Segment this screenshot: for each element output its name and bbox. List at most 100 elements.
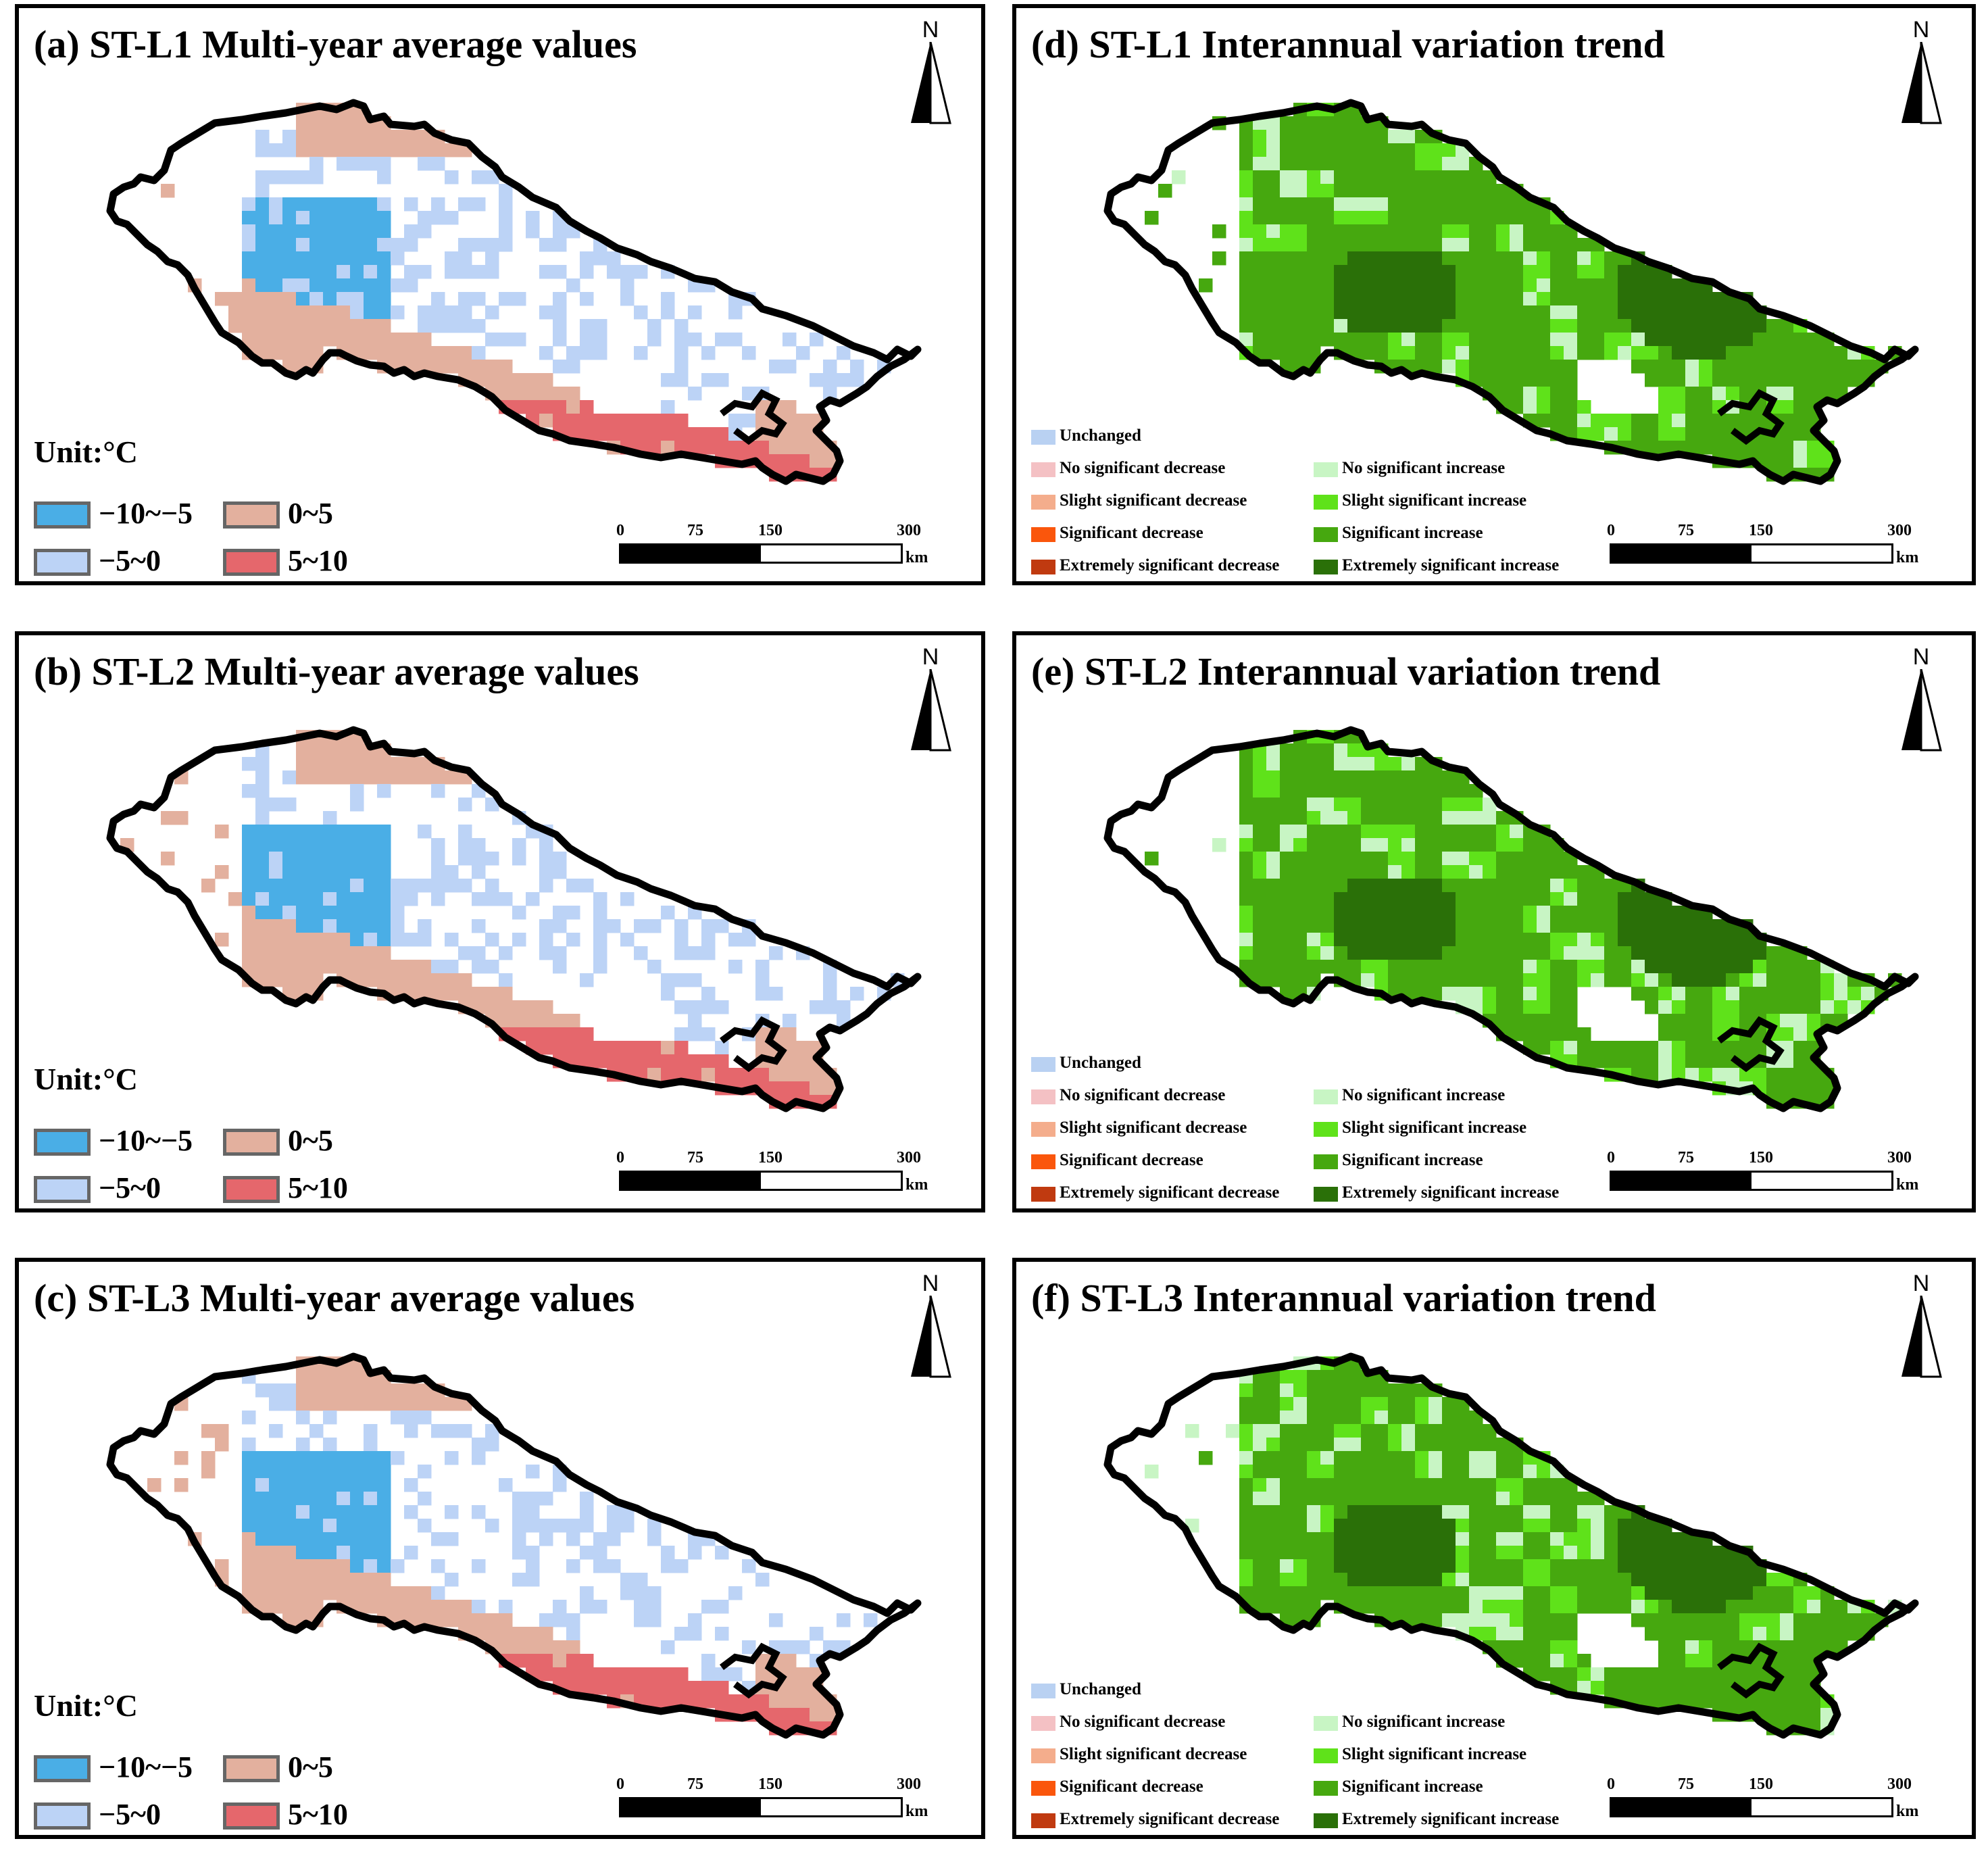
legend-swatch (1031, 1781, 1055, 1796)
map-panel-e: (e) ST-L2 Interannual variation trend N Un… (1012, 631, 1976, 1212)
legend-label: No significant increase (1342, 1713, 1506, 1731)
scale-tick-label: 75 (1678, 1775, 1694, 1793)
legend-swatch (1314, 495, 1338, 510)
legend-unit: Unit:°C (34, 435, 138, 469)
legend-label: 0~5 (288, 1750, 333, 1784)
legend-swatch (1031, 1057, 1055, 1072)
legend-swatch (34, 501, 91, 529)
legend-swatch (1314, 462, 1338, 477)
scale-tick-label: 75 (1678, 522, 1694, 539)
trend-raster-map (1103, 726, 1919, 1112)
scale-unit: km (1896, 1802, 1919, 1820)
north-label: N (922, 644, 939, 670)
scale-tick-label: 300 (1887, 1149, 1912, 1167)
panel-title: (e) ST-L2 Interannual variation trend (1031, 649, 1661, 693)
scale-tick-label: 75 (687, 522, 703, 539)
legend-label: Slight significant increase (1342, 1119, 1527, 1137)
panel-title: (d) ST-L1 Interannual variation trend (1031, 22, 1665, 66)
legend-label: 5~10 (288, 544, 348, 577)
legend-label: Significant increase (1342, 1151, 1483, 1169)
legend-label: Significant decrease (1060, 524, 1203, 542)
scale-tick-label: 300 (897, 522, 921, 539)
legend-label: 5~10 (288, 1798, 348, 1831)
legend-label: −5~0 (99, 1171, 161, 1204)
scale-tick-label: 150 (758, 1149, 782, 1167)
legend-label: Unchanged (1060, 426, 1141, 445)
scale-tick-label: 300 (897, 1775, 921, 1793)
scale-tick-label: 300 (1887, 522, 1912, 539)
legend-label: Extremely significant decrease (1060, 556, 1280, 574)
legend-swatch (1031, 1684, 1055, 1698)
scale-tick-label: 150 (758, 522, 782, 539)
legend-swatch (223, 501, 280, 529)
region-boundary (106, 726, 922, 1112)
scale-bar: 0 75 150 300 km (616, 1775, 930, 1830)
scale-tick-label: 300 (1887, 1775, 1912, 1793)
map-panel-c: (c) ST-L3 Multi-year average values N Unit… (15, 1258, 985, 1839)
legend-swatch (34, 1755, 91, 1782)
scale-unit: km (1896, 1176, 1919, 1194)
legend-swatch (1314, 1813, 1338, 1828)
legend-label: Significant increase (1342, 1777, 1483, 1796)
legend-label: −10~−5 (99, 1750, 193, 1784)
scale-tick-label: 0 (616, 1775, 624, 1793)
legend-swatch (1314, 560, 1338, 574)
north-arrow-icon: N (1897, 1271, 1945, 1386)
north-arrow-icon: N (907, 1271, 954, 1386)
north-arrow-icon: N (1897, 645, 1945, 760)
north-label: N (922, 1271, 939, 1296)
legend-swatch (1314, 1748, 1338, 1763)
scale-unit: km (1896, 549, 1919, 566)
region-boundary (106, 99, 922, 485)
legend-swatch (1031, 1089, 1055, 1104)
panel-title: (a) ST-L1 Multi-year average values (34, 22, 637, 66)
scale-tick-label: 0 (616, 522, 624, 539)
north-label: N (922, 17, 939, 43)
scale-tick-label: 75 (687, 1775, 703, 1793)
map-panel-a: (a) ST-L1 Multi-year average values N Unit… (15, 4, 985, 585)
region-boundary (1103, 1352, 1919, 1739)
legend-swatch (1031, 462, 1055, 477)
scale-bar: 0 75 150 300 km (616, 1149, 930, 1203)
scale-bar: 0 75 150 300 km (1607, 1775, 1920, 1830)
map-panel-b: (b) ST-L2 Multi-year average values N Unit… (15, 631, 985, 1212)
region-boundary (1103, 726, 1919, 1112)
panel-title: (b) ST-L2 Multi-year average values (34, 649, 639, 693)
legend-swatch (34, 549, 91, 576)
legend-swatch (223, 1755, 280, 1782)
legend-label: No significant decrease (1060, 1713, 1226, 1731)
legend-label: Slight significant decrease (1060, 491, 1247, 510)
scale-unit: km (905, 1176, 928, 1194)
legend-swatch (223, 1129, 280, 1156)
legend-swatch (1314, 1122, 1338, 1137)
legend-unit: Unit:°C (34, 1688, 138, 1723)
legend-swatch (1031, 1716, 1055, 1731)
legend-label: Extremely significant increase (1342, 1810, 1560, 1828)
legend-swatch (34, 1802, 91, 1830)
north-arrow-icon: N (907, 18, 954, 132)
legend-label: −5~0 (99, 1798, 161, 1831)
legend-label: 5~10 (288, 1171, 348, 1204)
temperature-raster-map (106, 99, 922, 485)
scale-tick-label: 150 (758, 1775, 782, 1793)
legend-swatch (1314, 1781, 1338, 1796)
temperature-raster-map (106, 1352, 922, 1739)
legend-swatch (1031, 1813, 1055, 1828)
north-arrow-icon: N (907, 645, 954, 760)
legend-label: Significant increase (1342, 524, 1483, 542)
north-label: N (1912, 1271, 1930, 1296)
legend-swatch (223, 1802, 280, 1830)
legend-label: Slight significant increase (1342, 491, 1527, 510)
legend-label: No significant increase (1342, 459, 1506, 477)
scale-tick-label: 0 (1607, 1775, 1615, 1793)
legend-swatch (1031, 560, 1055, 574)
legend-label: Significant decrease (1060, 1777, 1203, 1796)
temperature-raster-map (106, 726, 922, 1112)
legend-swatch (1031, 430, 1055, 445)
legend-label: Extremely significant decrease (1060, 1183, 1280, 1202)
trend-raster-map (1103, 99, 1919, 485)
legend-swatch (1031, 1122, 1055, 1137)
legend-label: −10~−5 (99, 1124, 193, 1157)
legend-swatch (1031, 527, 1055, 542)
north-label: N (1912, 644, 1930, 670)
